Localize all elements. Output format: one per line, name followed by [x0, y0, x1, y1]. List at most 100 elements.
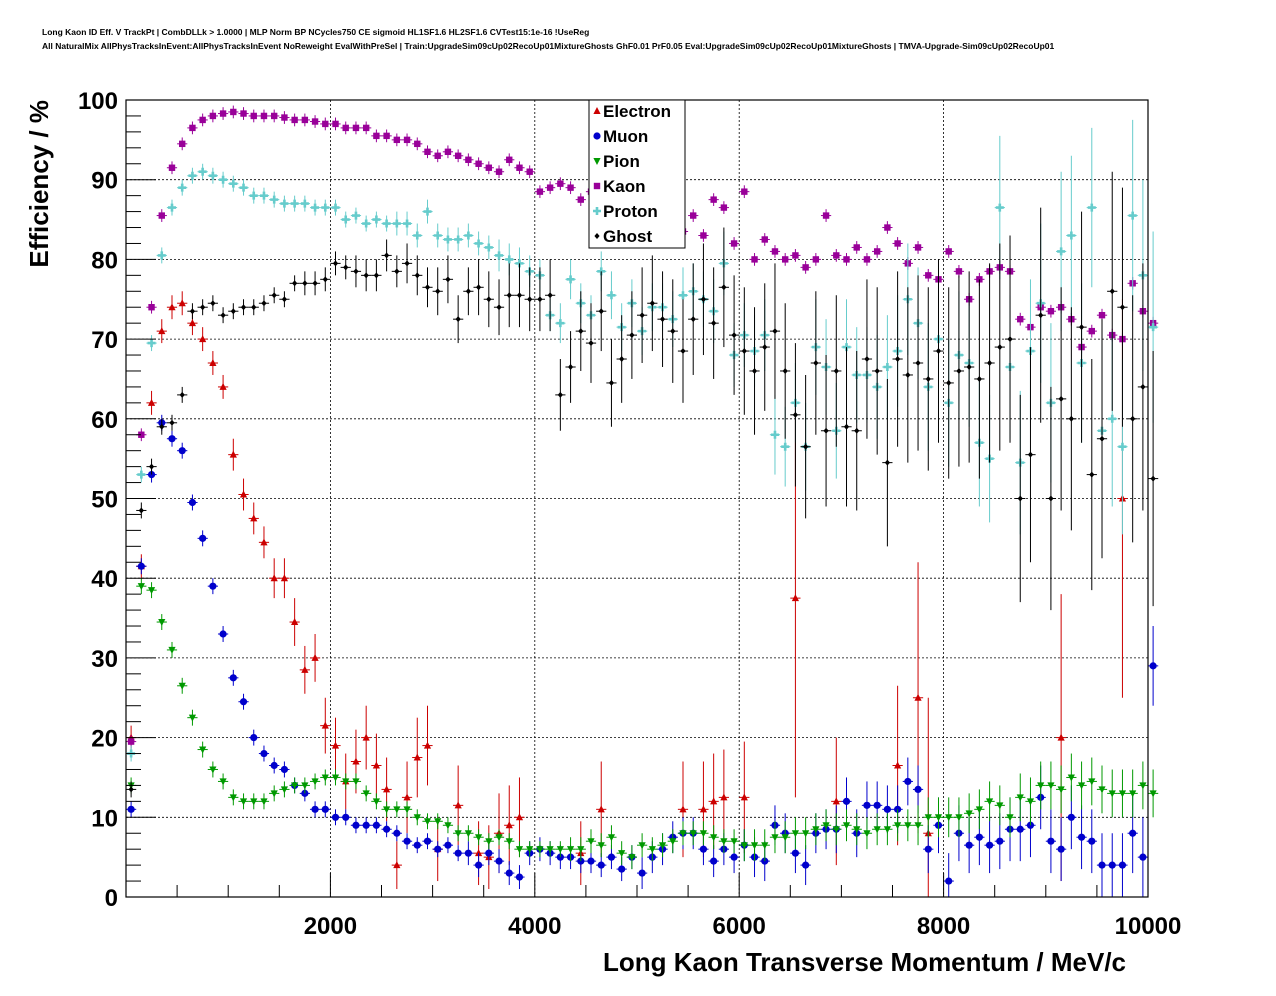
data-point-pion: [474, 834, 483, 842]
data-point-pion: [168, 646, 176, 654]
data-point-muon: [618, 865, 626, 873]
data-point-electron: [209, 359, 217, 367]
data-point-ghost: [527, 296, 533, 303]
y-tick-label: 20: [91, 726, 118, 753]
data-point-pion: [311, 778, 319, 786]
data-point-ghost: [1140, 383, 1146, 390]
data-point-proton: [403, 219, 412, 228]
data-point-ghost: [148, 463, 155, 470]
data-point-electron: [311, 653, 319, 661]
data-point-electron: [383, 785, 391, 793]
data-point-muon: [1057, 845, 1065, 853]
axis-ticks: 2000 4000 6000 8000 10000 0 10 20 30 40 50 60 70 80 90…: [78, 88, 1181, 940]
data-point-electron: [147, 398, 156, 406]
series-ghost: [126, 171, 1159, 798]
data-point-electron: [740, 793, 748, 801]
data-point-ghost: [384, 252, 390, 259]
data-point-kaon: [833, 252, 840, 259]
data-point-ghost: [608, 379, 615, 386]
data-point-proton: [1128, 211, 1137, 220]
data-point-pion: [1037, 782, 1045, 790]
data-point-kaon: [138, 431, 145, 438]
data-point-ghost: [414, 272, 420, 279]
data-point-ghost: [1119, 304, 1126, 311]
data-point-kaon: [168, 164, 176, 171]
data-point-pion: [444, 822, 452, 830]
data-point-kaon: [485, 164, 493, 171]
y-tick-label: 0: [105, 885, 118, 912]
data-point-proton: [883, 362, 892, 371]
data-point-electron: [393, 861, 401, 869]
data-point-kaon: [812, 256, 820, 263]
data-point-muon: [362, 821, 370, 829]
chart-title-line-1: Long Kaon ID Eff. V TrackPt | CombDLLk >…: [42, 27, 590, 37]
data-point-muon: [485, 849, 493, 857]
legend-box: [588, 99, 686, 249]
data-point-pion: [423, 818, 432, 826]
data-point-muon: [219, 630, 227, 638]
data-point-kaon: [444, 148, 452, 156]
data-point-ghost: [946, 379, 952, 386]
data-point-ghost: [792, 411, 799, 418]
data-point-ghost: [813, 360, 819, 367]
data-point-pion: [679, 830, 687, 838]
data-point-ghost: [312, 280, 318, 287]
data-point-pion: [331, 774, 340, 782]
data-point-muon: [924, 845, 932, 853]
data-point-ghost: [1109, 288, 1115, 295]
data-point-kaon: [219, 110, 227, 117]
data-point-muon: [607, 853, 616, 861]
data-point-muon: [280, 765, 289, 774]
data-point-pion: [914, 822, 922, 830]
data-point-proton: [1067, 231, 1076, 240]
data-point-pion: [536, 846, 544, 854]
data-point-electron: [914, 693, 922, 701]
data-point-pion: [546, 846, 554, 854]
data-point-electron: [321, 721, 329, 729]
data-point-muon: [638, 869, 646, 877]
data-point-muon: [1129, 829, 1137, 837]
data-point-kaon: [577, 196, 584, 203]
data-point-electron: [454, 801, 462, 809]
data-point-muon: [331, 813, 340, 821]
data-point-muon: [965, 841, 973, 849]
data-point-ghost: [578, 328, 584, 335]
data-point-pion: [219, 778, 227, 786]
legend-marker-muon: [593, 132, 601, 140]
data-point-kaon: [179, 140, 186, 148]
data-point-muon: [393, 829, 401, 837]
data-point-electron: [229, 450, 237, 458]
data-point-pion: [658, 842, 667, 850]
data-point-pion: [137, 583, 145, 591]
data-point-proton: [137, 470, 146, 479]
data-point-pion: [781, 834, 789, 842]
data-point-pion: [342, 778, 350, 786]
data-point-kaon: [209, 112, 217, 120]
data-point-proton: [290, 199, 299, 208]
data-point-pion: [975, 806, 983, 814]
grid-lines: [126, 100, 1148, 897]
data-point-muon: [403, 837, 411, 845]
data-point-kaon: [414, 140, 421, 148]
data-point-ghost: [966, 363, 972, 370]
data-point-pion: [1108, 790, 1116, 798]
data-point-muon: [873, 801, 881, 809]
data-point-pion: [648, 846, 656, 854]
data-point-pion: [362, 790, 370, 798]
data-point-pion: [740, 842, 748, 850]
data-point-ghost: [659, 316, 666, 323]
data-point-muon: [945, 877, 953, 885]
data-point-kaon: [189, 124, 196, 132]
legend-marker-pion: [593, 158, 601, 165]
data-point-kaon: [465, 156, 472, 163]
data-point-kaon: [454, 152, 462, 159]
y-tick-label: 80: [91, 247, 118, 274]
data-point-pion: [945, 814, 953, 822]
data-point-ghost: [782, 367, 788, 374]
data-point-ghost: [435, 288, 441, 295]
data-point-kaon: [873, 248, 881, 255]
data-point-kaon: [362, 124, 370, 132]
data-point-ghost: [588, 340, 594, 347]
data-point-pion: [403, 806, 411, 814]
data-point-pion: [853, 826, 861, 834]
